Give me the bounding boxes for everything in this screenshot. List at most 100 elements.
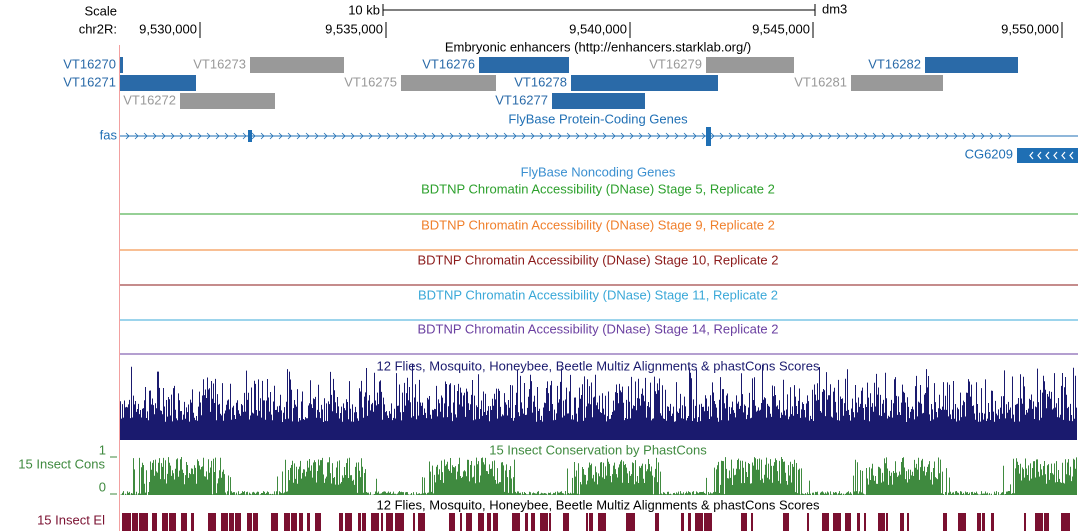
strand-arrow bbox=[737, 132, 742, 140]
enhancer-label: VT16281 bbox=[794, 74, 847, 89]
position-label: 9,540,000 bbox=[569, 21, 627, 36]
strand-arrow bbox=[701, 132, 706, 140]
strand-arrow bbox=[620, 132, 625, 140]
strand-arrow bbox=[971, 132, 976, 140]
element-block bbox=[864, 513, 866, 531]
strand-arrow bbox=[665, 132, 670, 140]
strand-arrow bbox=[764, 132, 769, 140]
enhancer-label: VT16278 bbox=[514, 74, 567, 89]
strand-arrow bbox=[656, 132, 661, 140]
strand-arrow bbox=[251, 132, 256, 140]
track-title: 12 Flies, Mosquito, Honeybee, Beetle Mul… bbox=[377, 497, 820, 512]
conservation-wiggle bbox=[120, 364, 1077, 440]
strand-arrow bbox=[962, 132, 967, 140]
strand-arrow bbox=[674, 132, 679, 140]
element-block bbox=[878, 513, 885, 531]
strand-arrow bbox=[557, 132, 562, 140]
strand-arrow bbox=[206, 132, 211, 140]
strand-arrow bbox=[584, 132, 589, 140]
strand-arrow bbox=[386, 132, 391, 140]
strand-arrow bbox=[494, 132, 499, 140]
enhancer-box bbox=[120, 57, 123, 73]
element-block bbox=[362, 513, 366, 531]
enhancer-box bbox=[250, 57, 344, 73]
element-block bbox=[345, 513, 352, 531]
strand-arrow bbox=[782, 132, 787, 140]
element-block bbox=[589, 513, 593, 531]
element-block bbox=[449, 513, 455, 531]
enhancer-label: VT16271 bbox=[63, 74, 116, 89]
strand-arrow bbox=[719, 132, 724, 140]
axis-min: 0 bbox=[99, 479, 106, 494]
element-block bbox=[291, 513, 297, 531]
element-block bbox=[1024, 513, 1026, 531]
strand-arrow bbox=[161, 132, 166, 140]
element-block bbox=[704, 513, 712, 531]
element-block bbox=[958, 513, 966, 531]
strand-arrow bbox=[197, 132, 202, 140]
position-label: 9,530,000 bbox=[139, 21, 197, 36]
strand-arrow bbox=[332, 132, 337, 140]
track-title: 15 Insect Conservation by PhastCons bbox=[489, 442, 707, 457]
strand-arrow bbox=[746, 132, 751, 140]
strand-arrow bbox=[980, 132, 985, 140]
exon bbox=[706, 127, 711, 146]
element-block bbox=[845, 513, 851, 531]
enhancer-label: VT16277 bbox=[495, 92, 548, 107]
element-block bbox=[1061, 513, 1070, 531]
strand-arrow bbox=[125, 132, 130, 140]
strand-arrow bbox=[872, 132, 877, 140]
position-label: 9,535,000 bbox=[325, 21, 383, 36]
element-block bbox=[655, 513, 659, 531]
strand-arrow bbox=[305, 132, 310, 140]
strand-arrow bbox=[170, 132, 175, 140]
element-block bbox=[982, 513, 985, 531]
strand-arrow bbox=[341, 132, 346, 140]
element-block bbox=[626, 513, 635, 531]
element-block bbox=[229, 513, 234, 531]
element-block bbox=[695, 513, 703, 531]
strand-arrow bbox=[278, 132, 283, 140]
enhancer-label: VT16273 bbox=[193, 56, 246, 71]
strand-arrow bbox=[611, 132, 616, 140]
strand-arrow bbox=[449, 132, 454, 140]
enhancer-label: VT16276 bbox=[422, 56, 475, 71]
strand-arrow bbox=[314, 132, 319, 140]
strand-arrow bbox=[899, 132, 904, 140]
strand-arrow bbox=[1029, 151, 1034, 160]
strand-arrow bbox=[368, 132, 373, 140]
element-block bbox=[531, 513, 535, 531]
strand-arrow bbox=[467, 132, 472, 140]
gene-box bbox=[1017, 148, 1078, 163]
element-block bbox=[487, 513, 491, 531]
strand-arrow bbox=[926, 132, 931, 140]
strand-arrow bbox=[692, 132, 697, 140]
strand-arrow bbox=[404, 132, 409, 140]
element-block bbox=[512, 513, 520, 531]
strand-arrow bbox=[755, 132, 760, 140]
strand-arrow bbox=[413, 132, 418, 140]
enhancer-label: VT16275 bbox=[344, 74, 397, 89]
element-block bbox=[563, 513, 569, 531]
element-block bbox=[900, 513, 904, 531]
element-block bbox=[688, 513, 691, 531]
enhancer-box bbox=[925, 57, 1018, 73]
element-block bbox=[886, 513, 888, 531]
element-block bbox=[751, 513, 753, 531]
element-block bbox=[540, 513, 548, 531]
strand-arrow bbox=[1007, 132, 1012, 140]
strand-arrow bbox=[575, 132, 580, 140]
strand-arrow bbox=[377, 132, 382, 140]
strand-arrow bbox=[998, 132, 1003, 140]
strand-arrow bbox=[710, 132, 715, 140]
strand-arrow bbox=[350, 132, 355, 140]
strand-arrow bbox=[242, 132, 247, 140]
element-block bbox=[943, 513, 947, 531]
strand-arrow bbox=[1069, 151, 1074, 160]
element-block bbox=[1035, 513, 1043, 531]
element-block bbox=[307, 513, 310, 531]
element-block bbox=[235, 513, 241, 531]
strand-arrow bbox=[791, 132, 796, 140]
enhancer-box bbox=[120, 75, 196, 91]
element-block bbox=[460, 513, 462, 531]
